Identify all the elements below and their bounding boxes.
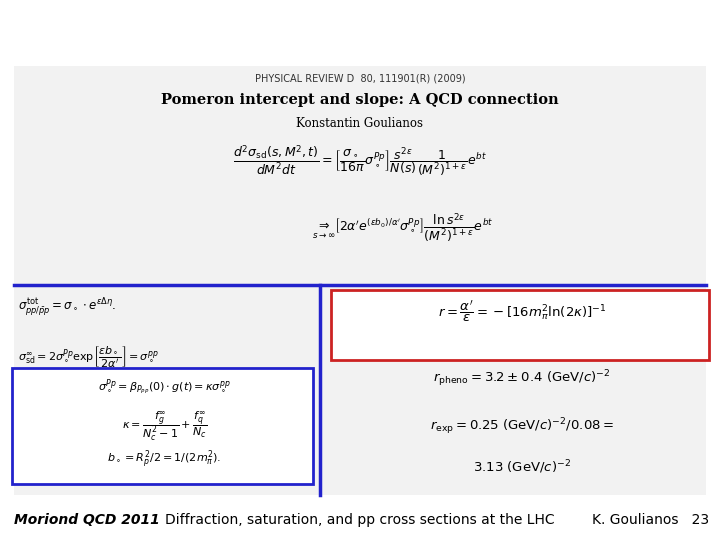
Text: $\kappa = \dfrac{f^\infty_g}{N_c^2-1}+\dfrac{f^\infty_q}{N_c}$: $\kappa = \dfrac{f^\infty_g}{N_c^2-1}+\d…	[122, 410, 207, 443]
Text: $r_{\mathrm{exp}} = 0.25\ (\mathrm{GeV}/c)^{-2}/0.08 =$: $r_{\mathrm{exp}} = 0.25\ (\mathrm{GeV}/…	[430, 416, 614, 437]
Text: $\sigma^{\mathrm{tot}}_{pp/\bar{p}p} = \sigma_\circ \cdot e^{\varepsilon\Delta\e: $\sigma^{\mathrm{tot}}_{pp/\bar{p}p} = \…	[18, 296, 116, 318]
Text: Moriond QCD 2011: Moriond QCD 2011	[14, 513, 160, 526]
Text: Konstantin Goulianos: Konstantin Goulianos	[297, 117, 423, 130]
Text: $\underset{s\to\infty}{\Rightarrow}\left[2\alpha^\prime e^{(\varepsilon b_0)/\al: $\underset{s\to\infty}{\Rightarrow}\left…	[312, 211, 494, 244]
Text: $\sigma^{\mathrm{SD}}$  and ratio of  $\alpha^{\prime}/\varepsilon$: $\sigma^{\mathrm{SD}}$ and ratio of $\al…	[169, 11, 551, 51]
Text: $r = \dfrac{\alpha^\prime}{\varepsilon} = -[16m_\pi^2\ln(2\kappa)]^{-1}$: $r = \dfrac{\alpha^\prime}{\varepsilon} …	[438, 298, 606, 324]
Text: K. Goulianos   23: K. Goulianos 23	[592, 513, 709, 526]
Text: $3.13\ (\mathrm{GeV}/c)^{-2}$: $3.13\ (\mathrm{GeV}/c)^{-2}$	[473, 458, 571, 476]
Text: Pomeron intercept and slope: A QCD connection: Pomeron intercept and slope: A QCD conne…	[161, 93, 559, 107]
FancyBboxPatch shape	[331, 289, 709, 360]
Text: $\sigma^\infty_{\mathrm{sd}} = 2\sigma^{Pp}_\circ\exp\!\left[\dfrac{\varepsilon : $\sigma^\infty_{\mathrm{sd}} = 2\sigma^{…	[18, 344, 159, 370]
Text: $\dfrac{d^2\sigma_{\mathrm{sd}}(s,M^2,t)}{dM^2 dt} = \left[\dfrac{\sigma_\circ}{: $\dfrac{d^2\sigma_{\mathrm{sd}}(s,M^2,t)…	[233, 143, 487, 178]
Text: PHYSICAL REVIEW D  80, 111901(R) (2009): PHYSICAL REVIEW D 80, 111901(R) (2009)	[255, 73, 465, 83]
Text: $b_\circ = R_p^2/2 = 1/(2m_\pi^2).$: $b_\circ = R_p^2/2 = 1/(2m_\pi^2).$	[107, 449, 221, 471]
Text: $r_{\mathrm{pheno}} = 3.2 \pm 0.4\ (\mathrm{GeV}/c)^{-2}$: $r_{\mathrm{pheno}} = 3.2 \pm 0.4\ (\mat…	[433, 368, 611, 389]
Text: Diffraction, saturation, and pp cross sections at the LHC: Diffraction, saturation, and pp cross se…	[165, 513, 555, 526]
Text: $\sigma^{Pp}_\circ = \beta_{P_{PP}}(0)\cdot g(t) = \kappa\sigma^{pp}_\circ$: $\sigma^{Pp}_\circ = \beta_{P_{PP}}(0)\c…	[98, 377, 230, 397]
FancyBboxPatch shape	[12, 368, 313, 484]
